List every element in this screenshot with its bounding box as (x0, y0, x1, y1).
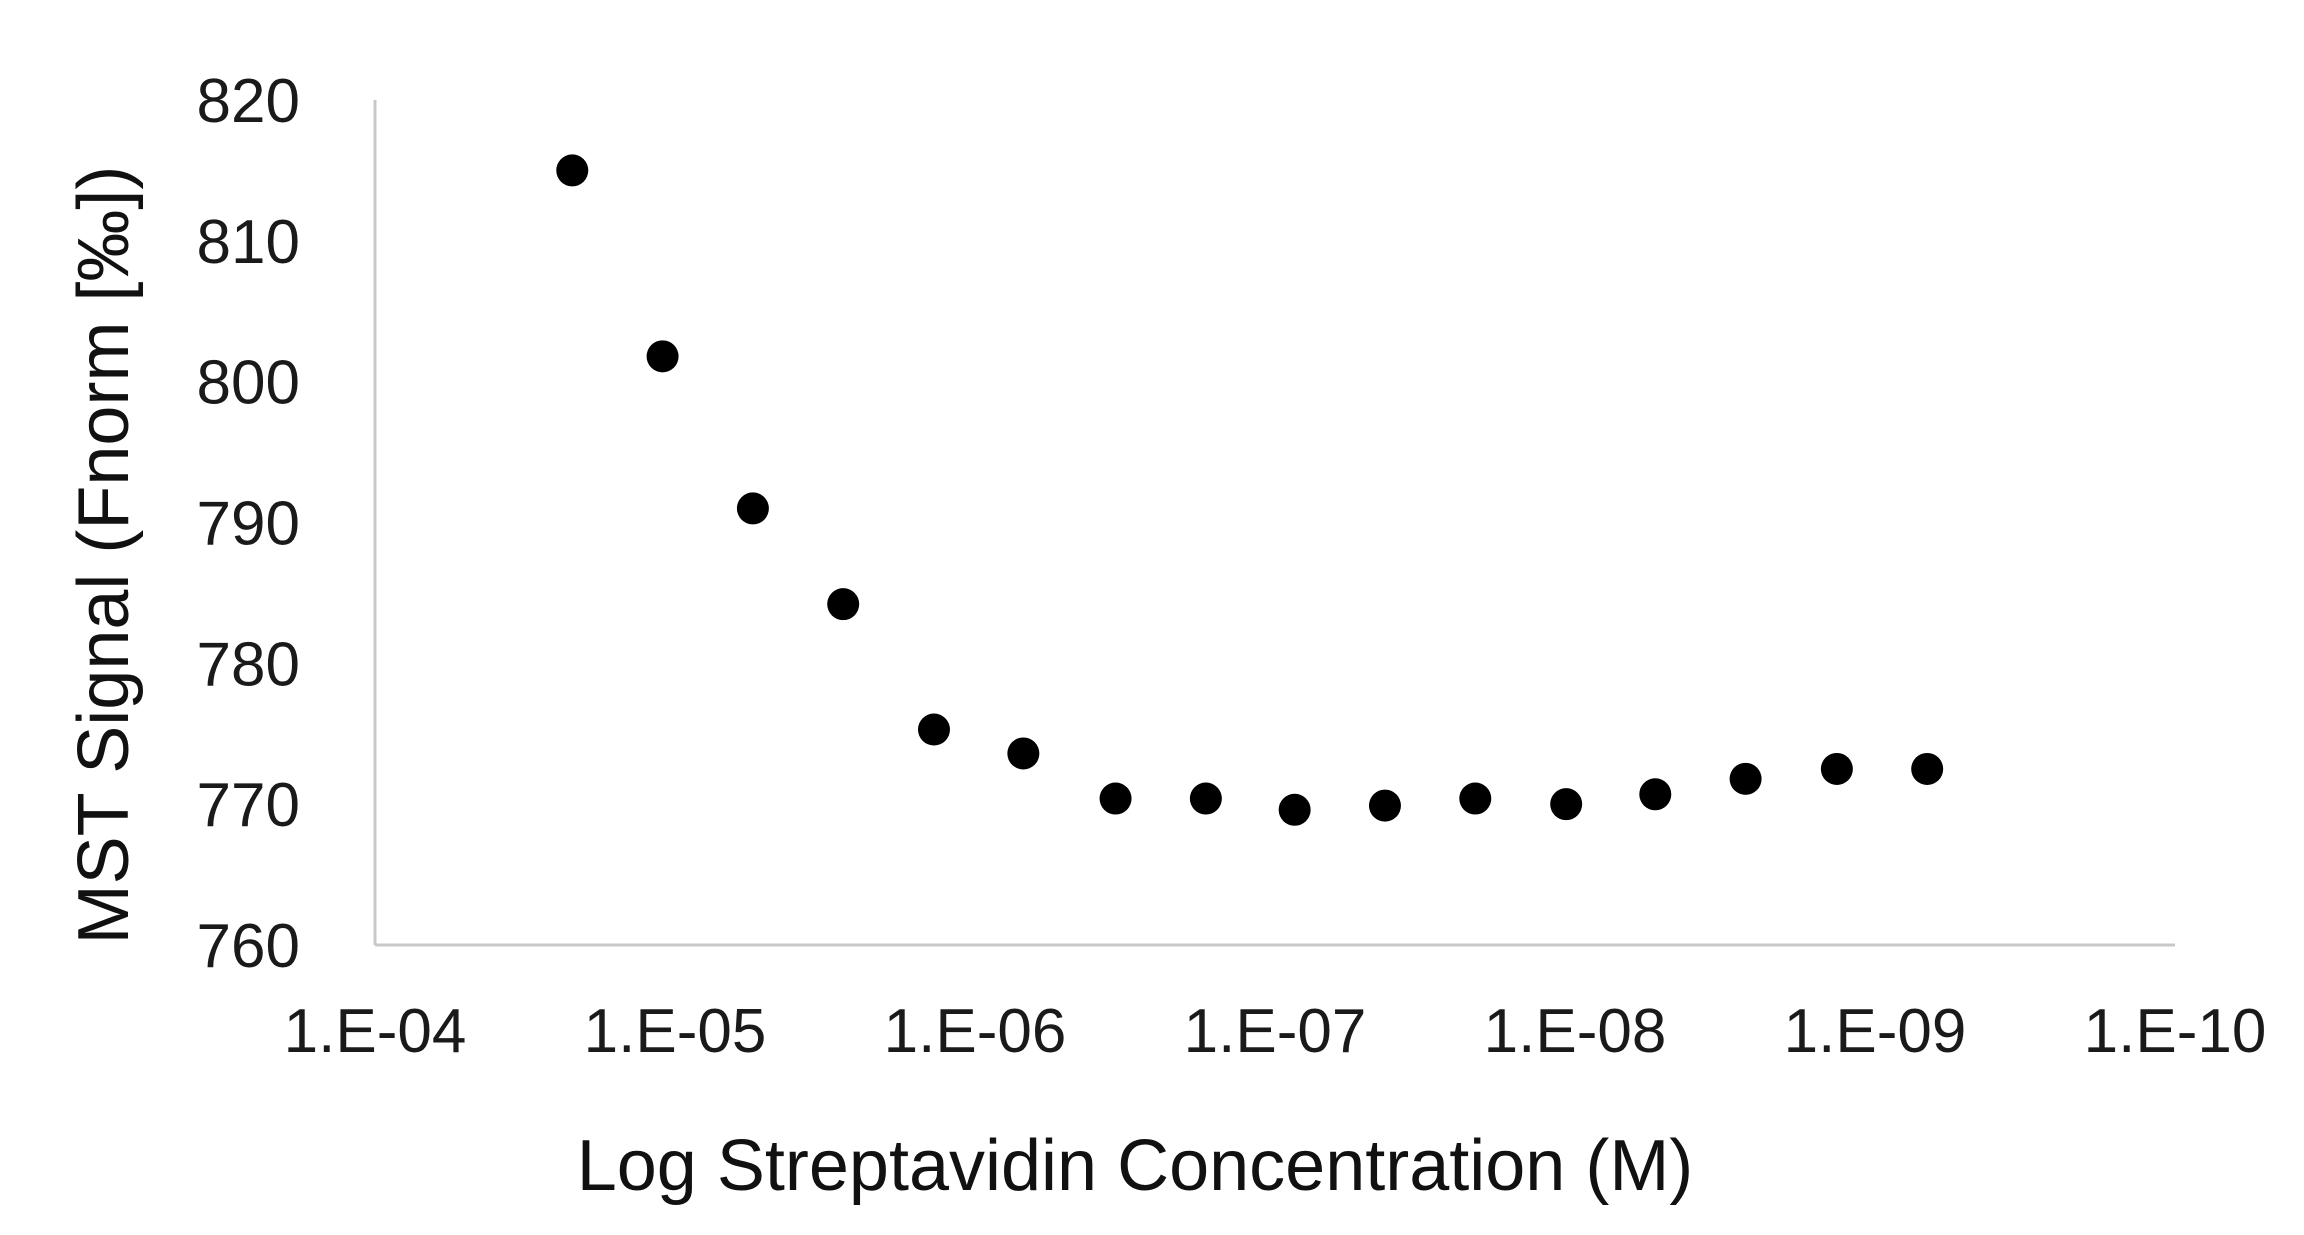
data-point (1368, 789, 1401, 822)
y-tick-label: 800 (197, 349, 300, 418)
y-axis-title: MST Signal (Fnorm [‰]) (64, 166, 144, 945)
y-tick-label: 770 (197, 771, 300, 840)
x-tick-label: 1.E-07 (1184, 997, 1367, 1066)
data-point (1007, 737, 1040, 770)
data-point (917, 713, 950, 746)
y-tick-label: 810 (197, 208, 300, 277)
data-point (1550, 788, 1583, 821)
x-tick-label: 1.E-04 (284, 997, 467, 1066)
data-point (1639, 778, 1672, 811)
data-point (646, 340, 679, 373)
x-tick-label: 1.E-09 (1784, 997, 1967, 1066)
data-point (827, 588, 860, 621)
x-tick-label: 1.E-08 (1484, 997, 1667, 1066)
data-point (1189, 782, 1222, 815)
data-point (1729, 762, 1762, 795)
data-point (1820, 752, 1853, 785)
data-point (1459, 782, 1492, 815)
y-tick-label: 760 (197, 912, 300, 981)
x-tick-label: 1.E-05 (584, 997, 767, 1066)
y-axis: 760 770 780 790 800 810 820 (197, 67, 377, 981)
x-axis-title: Log Streptavidin Concentration (M) (577, 1126, 1694, 1206)
data-point (556, 154, 589, 187)
data-point (1911, 752, 1944, 785)
x-tick-labels: 1.E-04 1.E-05 1.E-06 1.E-07 1.E-08 1.E-09 1.E-… (284, 997, 2267, 1066)
data-point (736, 492, 769, 525)
data-point (1099, 782, 1132, 815)
x-axis: 1.E-04 1.E-05 1.E-06 1.E-07 1.E-08 1.E-09 1.E-… (284, 943, 2267, 1066)
y-tick-labels: 760 770 780 790 800 810 820 (197, 67, 300, 981)
x-tick-label: 1.E-06 (884, 997, 1067, 1066)
x-tick-label: 1.E-10 (2084, 997, 2267, 1066)
data-point (1278, 793, 1311, 826)
y-tick-label: 820 (197, 67, 300, 136)
data-points (556, 154, 1944, 826)
y-tick-label: 780 (197, 630, 300, 699)
y-tick-label: 790 (197, 490, 300, 559)
